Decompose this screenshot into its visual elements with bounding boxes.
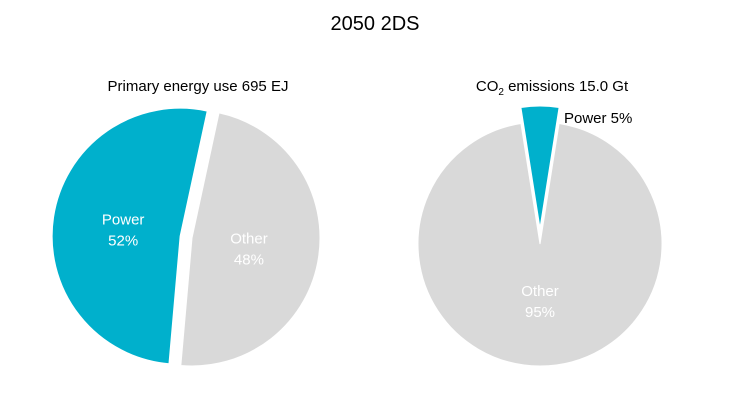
slice-value-other: 95% bbox=[525, 304, 555, 321]
pie-slice-power bbox=[51, 107, 208, 365]
pie-slice-other bbox=[417, 122, 663, 367]
pie-title-text: Primary energy use 695 EJ bbox=[108, 78, 289, 95]
slice-value-other: 48% bbox=[234, 252, 264, 269]
figure-title: 2050 2DS bbox=[331, 13, 420, 35]
slice-name-power: Power bbox=[102, 212, 145, 229]
pie-primary-energy: Primary energy use 695 EJ Power 52% Other 4… bbox=[51, 78, 321, 367]
pie-slice-power bbox=[520, 105, 560, 229]
pie-co2-emissions: CO2 emissions 15.0 Gt Power 5% Other 95% bbox=[417, 78, 663, 367]
pie-slice-other bbox=[180, 112, 321, 367]
slice-name-other: Other bbox=[521, 283, 559, 300]
slice-label-power: Power 5% bbox=[564, 110, 632, 127]
pie-title: CO2 emissions 15.0 Gt bbox=[476, 78, 629, 98]
pie-title-text: CO bbox=[476, 78, 499, 95]
pie-title-subscript: 2 bbox=[498, 87, 504, 98]
pie-title: Primary energy use 695 EJ bbox=[108, 78, 289, 95]
slice-name-other: Other bbox=[230, 231, 268, 248]
slice-value-power: 52% bbox=[108, 233, 138, 250]
pie-title-suffix: emissions 15.0 Gt bbox=[504, 78, 629, 95]
